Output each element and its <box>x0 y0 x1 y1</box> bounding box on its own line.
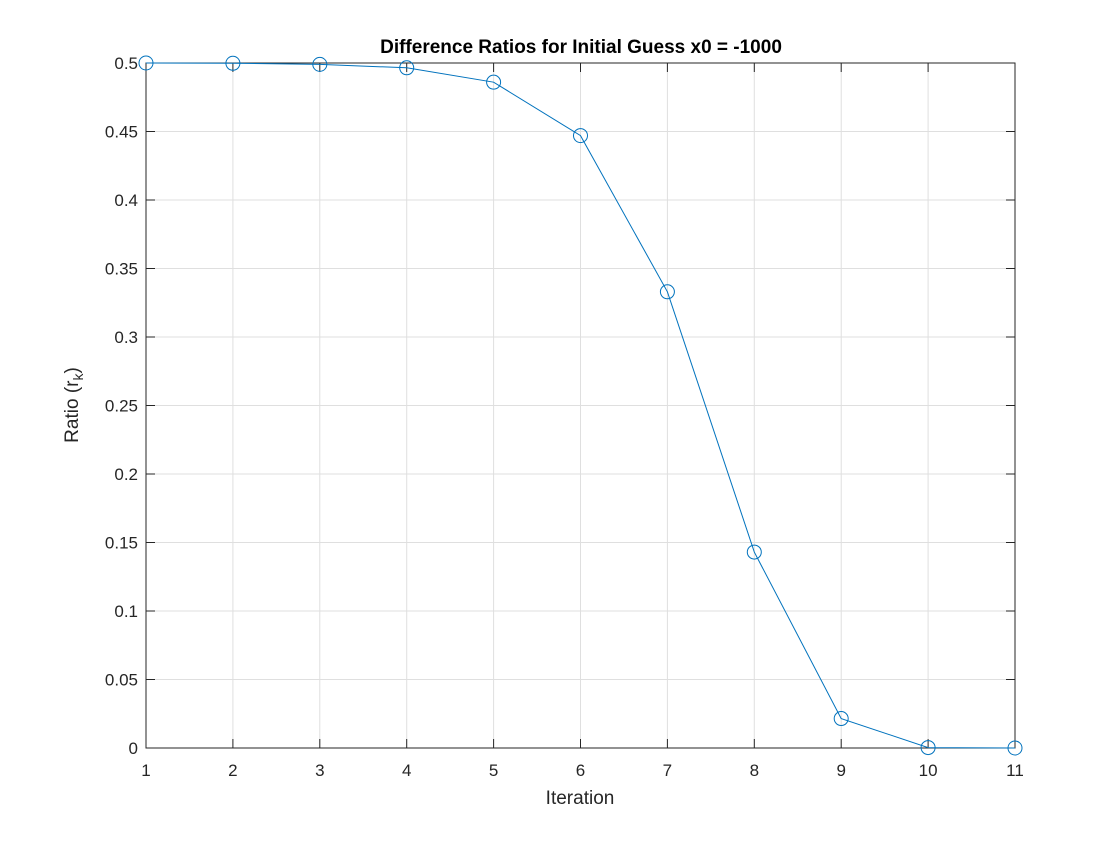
x-tick-label: 5 <box>489 761 498 780</box>
data-point <box>138 55 154 71</box>
y-axis-label: Ratio (rk) <box>62 367 86 443</box>
x-axis-label: Iteration <box>546 788 615 809</box>
y-axis-label-subscript: k <box>70 373 86 381</box>
data-point <box>486 74 502 90</box>
x-tick-label: 7 <box>663 761 672 780</box>
x-tick-label: 9 <box>836 761 845 780</box>
y-tick-label: 0.5 <box>114 54 138 73</box>
x-tick-label: 2 <box>228 761 237 780</box>
grid <box>146 63 1015 748</box>
data-point <box>573 128 588 144</box>
y-tick-label: 0.3 <box>114 328 138 347</box>
y-tick-label: 0.1 <box>114 602 138 621</box>
y-tick-label: 0.25 <box>105 397 138 416</box>
series-line <box>145 62 1016 749</box>
data-point <box>833 711 849 727</box>
x-tick-label: 11 <box>1006 761 1024 780</box>
data-point <box>399 60 415 76</box>
x-tick-label: 4 <box>402 761 411 780</box>
y-tick-label: 0 <box>129 739 138 758</box>
x-tick-label: 8 <box>750 761 759 780</box>
y-tick-label: 0.05 <box>105 671 138 690</box>
y-tick-label: 0.45 <box>105 123 138 142</box>
y-tick-label: 0.2 <box>114 465 138 484</box>
y-axis-label-close: ) <box>62 367 83 373</box>
x-tick-label: 6 <box>576 761 585 780</box>
series <box>138 55 1023 756</box>
y-tick-label: 0.35 <box>105 260 138 279</box>
x-tick-label: 1 <box>141 761 150 780</box>
y-axis-label-main: Ratio (r <box>62 380 83 443</box>
y-tick-label: 0.4 <box>114 191 138 210</box>
ticks: 1 2 3 4 5 6 7 8 9 10 11 0 0.05 0.1 0.15 0.2 0.25 0.3 0.35 0… <box>105 54 1024 780</box>
data-point <box>746 544 762 560</box>
data-point <box>1007 740 1023 756</box>
data-point <box>920 740 936 756</box>
data-point <box>225 55 241 71</box>
x-tick-label: 10 <box>919 761 938 780</box>
data-point <box>659 284 675 300</box>
chart-title: Difference Ratios for Initial Guess x0 =… <box>380 37 782 58</box>
x-tick-label: 3 <box>315 761 324 780</box>
y-tick-label: 0.15 <box>105 534 138 553</box>
data-point <box>312 56 328 72</box>
